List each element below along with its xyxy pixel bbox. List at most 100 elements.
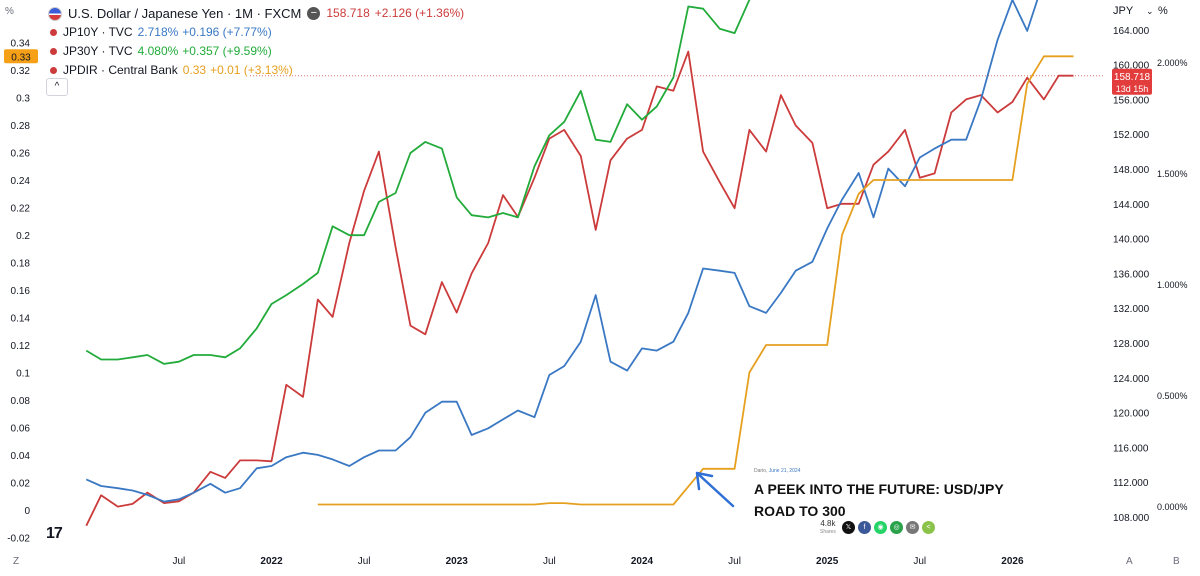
symbol-title[interactable]: U.S. Dollar / Japanese Yen · 1M · FXCM: [68, 6, 302, 21]
series-layer: [85, 0, 1074, 527]
legend-name: JP10Y · TVC: [63, 25, 133, 39]
legend-value: 2.718%: [137, 25, 179, 39]
price-axis-tick-label: 112.000: [1113, 478, 1149, 489]
legend-change: +0.196 (+7.77%): [182, 25, 272, 39]
log-scale-button[interactable]: B: [1173, 556, 1180, 567]
left-axis-tick-label: 0.26: [11, 149, 31, 160]
left-axis-tick-label: 0.3: [16, 94, 30, 105]
remove-icon[interactable]: −: [307, 7, 321, 20]
legend-value: 0.33: [182, 63, 207, 77]
x-share-icon[interactable]: 𝕏: [842, 521, 855, 534]
percent-toggle[interactable]: %: [1158, 5, 1168, 17]
left-axis-tick-label: 0.24: [11, 176, 31, 187]
left-axis: 0.34 0.32 0.3 0.28 0.26 0.24 0.22 0.2 0.18 0.16 0.…: [7, 39, 30, 545]
left-axis-tick-label: 0.16: [11, 286, 31, 297]
x-axis-tick-label: Jul: [173, 556, 186, 567]
whatsapp-share-icon[interactable]: ◉: [874, 521, 887, 534]
price-axis-tick-label: 156.000: [1113, 95, 1150, 106]
symbol-price: 158.718: [326, 6, 370, 20]
left-axis-tick-label: 0.18: [11, 259, 31, 270]
percent-axis-tick-label: 0.500%: [1157, 391, 1188, 401]
price-axis-tick-label: 120.000: [1113, 409, 1150, 420]
left-axis-tick-label: 0.32: [11, 66, 31, 77]
currency-label: JPY: [1113, 5, 1133, 17]
collapse-legend-button[interactable]: ^: [46, 78, 68, 96]
x-axis-tick-label: Jul: [358, 556, 371, 567]
byline: Dario, June 21, 2024: [754, 468, 800, 474]
price-axis-tick-label: 144.000: [1113, 200, 1150, 211]
legend-change: +0.01 (+3.13%): [210, 63, 293, 77]
left-axis-tick-label: 0.04: [11, 451, 31, 462]
left-axis-tick-label: 0.06: [11, 424, 31, 435]
wechat-share-icon[interactable]: ◎: [890, 521, 903, 534]
price-axis-tick-label: 148.000: [1113, 165, 1150, 176]
x-axis-tick-label: Jul: [543, 556, 556, 567]
share-count: 4.8k Shares: [820, 520, 836, 536]
legend-change: +0.357 (+9.59%): [182, 44, 272, 58]
price-axis-tick-label: 108.000: [1113, 513, 1150, 524]
auto-scale-button[interactable]: A: [1126, 556, 1133, 567]
price-axis-tick-label: 152.000: [1113, 130, 1150, 141]
x-axis-tick-label: 2022: [260, 556, 283, 567]
legend-name: JPDIR · Central Bank: [63, 63, 178, 77]
price-axis-tick-label: 116.000: [1113, 443, 1149, 454]
price-axis-tick-label: 160.000: [1113, 61, 1150, 72]
left-axis-tick-label: 0: [24, 506, 30, 517]
left-axis-tick-label: 0.02: [11, 479, 31, 490]
x-axis-tick-label: 2025: [816, 556, 839, 567]
headline: A PEEK INTO THE FUTURE: USD/JPY ROAD TO …: [754, 478, 1004, 522]
email-share-icon[interactable]: ✉: [906, 521, 919, 534]
left-axis-tick-label: 0.22: [11, 204, 31, 215]
left-jpdir-badge-text: 0.33: [11, 52, 31, 63]
x-axis-tick-label: Jul: [913, 556, 926, 567]
x-axis-tick-label: 2023: [446, 556, 469, 567]
x-axis-tick-label: Jul: [728, 556, 741, 567]
x-axis-tick-label: 2024: [631, 556, 654, 567]
series-line-jp30y: [85, 0, 751, 365]
share-count-label: Shares: [820, 529, 836, 535]
byline-date: June 21, 2024: [768, 468, 801, 474]
left-axis-tick-label: 0.2: [16, 231, 30, 242]
usdjpy-countdown-text: 13d 15h: [1116, 84, 1149, 94]
series-dot-icon: [50, 67, 57, 74]
price-axis-tick-label: 140.000: [1113, 235, 1150, 246]
symbol-header[interactable]: U.S. Dollar / Japanese Yen · 1M · FXCM −…: [48, 4, 464, 23]
legend: U.S. Dollar / Japanese Yen · 1M · FXCM −…: [48, 4, 464, 80]
left-axis-tick-label: -0.02: [7, 534, 30, 545]
legend-row-jp30y[interactable]: JP30Y · TVC 4.080% +0.357 (+9.59%): [48, 42, 464, 61]
right-axis: 164.000 160.000 156.000 152.000 148.000 144.0…: [1113, 26, 1188, 524]
symbol-change: +2.126 (+1.36%): [374, 6, 465, 20]
currency-selector[interactable]: JPY ⌄: [1113, 5, 1154, 17]
price-axis-tick-label: 136.000: [1113, 269, 1150, 280]
legend-value: 4.080%: [137, 44, 179, 58]
price-axis-tick-label: 124.000: [1113, 374, 1150, 385]
series-line-jp10y: [85, 0, 1039, 503]
zoom-reset-button[interactable]: Z: [13, 556, 20, 567]
left-scale-label[interactable]: %: [5, 6, 14, 17]
tradingview-logo[interactable]: 17: [46, 525, 63, 542]
usdjpy-price-badge-text: 158.718: [1114, 72, 1151, 83]
arrow-icon: [695, 471, 735, 508]
share-count-value: 4.8k: [820, 519, 836, 528]
percent-axis-tick-label: 1.500%: [1157, 169, 1188, 179]
left-axis-tick-label: 0.12: [11, 341, 31, 352]
x-axis-tick-label: 2026: [1001, 556, 1024, 567]
percent-axis-tick-label: 0.000%: [1157, 502, 1188, 512]
left-axis-tick-label: 0.28: [11, 121, 31, 132]
headline-line-2: ROAD TO 300: [754, 503, 846, 519]
left-axis-tick-label: 0.1: [16, 369, 30, 380]
series-line-jpdir: [317, 55, 1074, 506]
left-jpdir-badge: [4, 49, 38, 64]
legend-row-jpdir[interactable]: JPDIR · Central Bank 0.33 +0.01 (+3.13%): [48, 61, 464, 80]
percent-axis-tick-label: 1.000%: [1157, 280, 1188, 290]
price-axis-tick-label: 128.000: [1113, 339, 1150, 350]
legend-row-jp10y[interactable]: JP10Y · TVC 2.718% +0.196 (+7.77%): [48, 23, 464, 42]
price-axis-tick-label: 164.000: [1113, 26, 1150, 37]
x-axis: Jul 2022 Jul 2023 Jul 2024 Jul 2025 Jul 2026: [173, 556, 1024, 567]
more-share-icon[interactable]: <: [922, 521, 935, 534]
usdjpy-price-badge: [1112, 68, 1152, 95]
chevron-down-icon: ⌄: [1146, 6, 1154, 16]
series-dot-icon: [50, 29, 57, 36]
facebook-share-icon[interactable]: f: [858, 521, 871, 534]
